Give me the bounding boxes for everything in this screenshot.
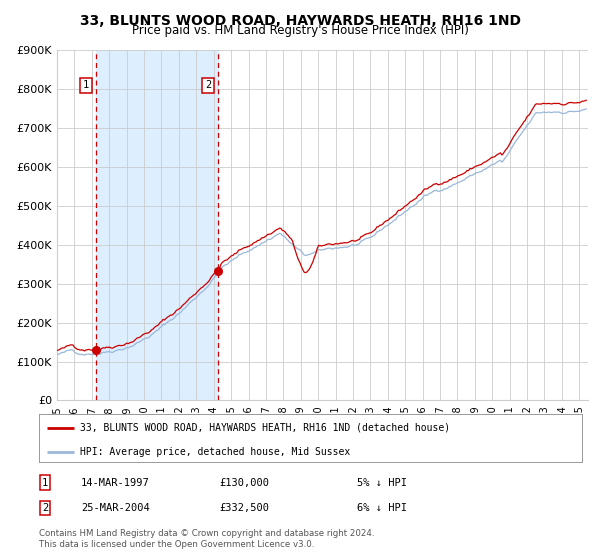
Text: 1: 1 (83, 81, 89, 90)
Text: 25-MAR-2004: 25-MAR-2004 (81, 503, 150, 513)
Text: 2: 2 (205, 81, 211, 90)
Text: HPI: Average price, detached house, Mid Sussex: HPI: Average price, detached house, Mid … (80, 446, 350, 456)
Text: 33, BLUNTS WOOD ROAD, HAYWARDS HEATH, RH16 1ND (detached house): 33, BLUNTS WOOD ROAD, HAYWARDS HEATH, RH… (80, 423, 450, 433)
Text: 2: 2 (42, 503, 48, 513)
Text: Contains HM Land Registry data © Crown copyright and database right 2024.
This d: Contains HM Land Registry data © Crown c… (39, 529, 374, 549)
Text: 5% ↓ HPI: 5% ↓ HPI (357, 478, 407, 488)
Text: 14-MAR-1997: 14-MAR-1997 (81, 478, 150, 488)
Text: 33, BLUNTS WOOD ROAD, HAYWARDS HEATH, RH16 1ND: 33, BLUNTS WOOD ROAD, HAYWARDS HEATH, RH… (79, 14, 521, 28)
Text: Price paid vs. HM Land Registry's House Price Index (HPI): Price paid vs. HM Land Registry's House … (131, 24, 469, 37)
Text: 6% ↓ HPI: 6% ↓ HPI (357, 503, 407, 513)
Text: 1: 1 (42, 478, 48, 488)
Text: £130,000: £130,000 (219, 478, 269, 488)
Bar (95, 50, 218, 400)
Text: £332,500: £332,500 (219, 503, 269, 513)
